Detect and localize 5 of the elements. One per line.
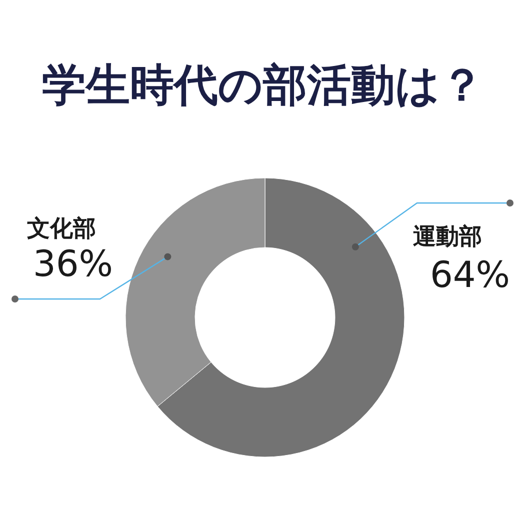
data-label: 36% <box>33 244 114 285</box>
slice-label: 文化部 <box>27 216 96 242</box>
data-label: 64% <box>430 255 510 296</box>
chart-title: 学生時代の部活動は？ <box>42 60 484 111</box>
slice-label: 運動部 <box>413 224 482 250</box>
